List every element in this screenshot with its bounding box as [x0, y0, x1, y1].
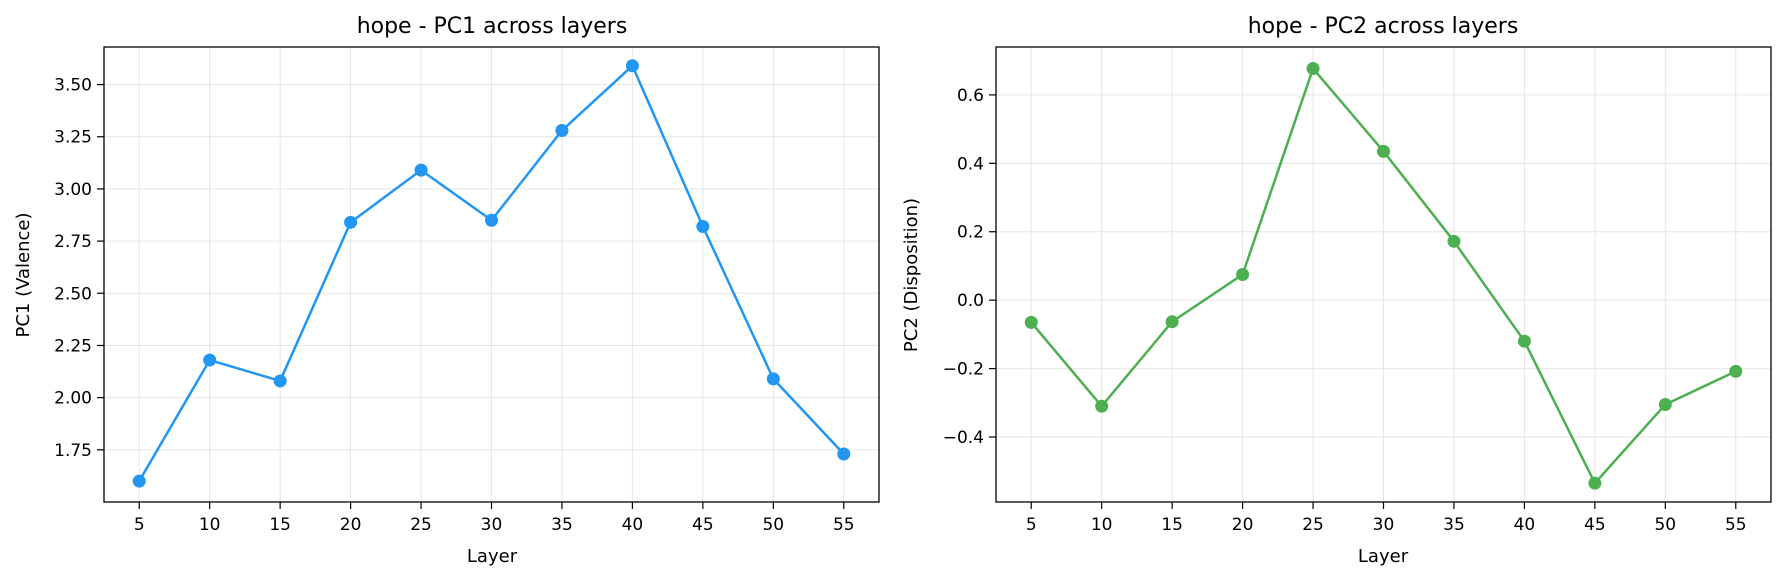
data-point	[414, 163, 428, 177]
y-tick-label: 2.50	[54, 284, 92, 304]
chart-title: hope - PC1 across layers	[357, 14, 628, 39]
x-tick-label: 55	[1725, 515, 1747, 535]
x-tick-label: 5	[1026, 515, 1037, 535]
x-tick-label: 50	[1654, 515, 1676, 535]
data-point	[555, 123, 569, 137]
data-point	[203, 353, 217, 367]
x-tick-label: 25	[1302, 515, 1324, 535]
data-point	[273, 374, 287, 388]
x-tick-label: 30	[481, 515, 503, 535]
y-tick-label: 0.2	[957, 223, 984, 243]
y-ticks: 1.75 2.00 2.25 2.50 2.75 3.00 3.25 3.50	[54, 76, 104, 461]
y-tick-label: 2.75	[54, 232, 92, 252]
series-group	[1024, 62, 1743, 490]
data-point	[1095, 399, 1109, 413]
data-point	[696, 219, 710, 233]
series-group	[132, 59, 851, 488]
y-axis-label: PC2 (Disposition)	[901, 198, 922, 352]
x-tick-label: 10	[199, 515, 221, 535]
data-point	[1447, 234, 1461, 248]
data-point	[625, 59, 639, 73]
y-tick-label: 1.75	[54, 441, 92, 461]
x-tick-label: 55	[833, 515, 855, 535]
x-tick-label: 35	[1443, 515, 1465, 535]
data-point	[1729, 364, 1743, 378]
x-tick-label: 35	[551, 515, 573, 535]
data-point	[1658, 398, 1672, 411]
chart-title: hope - PC2 across layers	[1248, 14, 1519, 39]
x-axis-label: Layer	[467, 546, 518, 567]
data-point	[1588, 476, 1602, 490]
x-tick-label: 20	[1232, 515, 1254, 535]
x-tick-label: 10	[1091, 515, 1113, 535]
x-tick-label: 45	[1584, 515, 1606, 535]
y-tick-label: −0.2	[943, 360, 984, 380]
y-tick-label: 0.0	[957, 291, 984, 311]
y-tick-label: 2.25	[54, 336, 92, 356]
x-tick-label: 25	[410, 515, 432, 535]
y-tick-label: 2.00	[54, 389, 92, 409]
chart-pc1: hope - PC1 across layers 5 10 15 20 25 30 35 40…	[13, 14, 880, 567]
data-point	[485, 213, 498, 227]
x-tick-label: 45	[692, 515, 714, 535]
x-tick-label: 15	[1161, 515, 1183, 535]
y-ticks: −0.4 −0.2 0.0 0.2 0.4 0.6	[943, 86, 996, 448]
data-point	[132, 474, 146, 488]
y-tick-label: 3.50	[54, 76, 92, 96]
data-point	[1236, 268, 1250, 281]
x-tick-label: 15	[269, 515, 291, 535]
x-ticks: 5 10 15 20 25 30 35 40 45 50 55	[134, 502, 855, 535]
data-point	[1377, 144, 1390, 158]
y-tick-label: 3.00	[54, 180, 92, 200]
grid	[104, 47, 879, 502]
data-point	[1306, 62, 1320, 76]
x-tick-label: 5	[134, 515, 145, 535]
data-point	[1024, 315, 1038, 329]
x-tick-label: 30	[1373, 515, 1395, 535]
x-tick-label: 50	[762, 515, 784, 535]
y-axis-label: PC1 (Valence)	[13, 212, 34, 337]
data-point	[1165, 315, 1179, 329]
y-tick-label: 0.4	[957, 154, 984, 174]
x-tick-label: 40	[622, 515, 644, 535]
x-tick-label: 20	[340, 515, 362, 535]
x-tick-label: 40	[1514, 515, 1536, 535]
grid	[996, 47, 1771, 502]
data-point	[837, 447, 851, 461]
data-point	[766, 372, 780, 386]
x-ticks: 5 10 15 20 25 30 35 40 45 50 55	[1026, 502, 1747, 535]
data-point	[344, 215, 358, 229]
y-tick-label: 0.6	[957, 86, 984, 106]
x-axis-label: Layer	[1358, 546, 1409, 567]
chart-pc2: hope - PC2 across layers 5 10 15 20 25 30 35 40…	[901, 14, 1772, 567]
y-tick-label: 3.25	[54, 128, 92, 148]
y-tick-label: −0.4	[943, 428, 984, 448]
data-point	[1517, 334, 1531, 348]
